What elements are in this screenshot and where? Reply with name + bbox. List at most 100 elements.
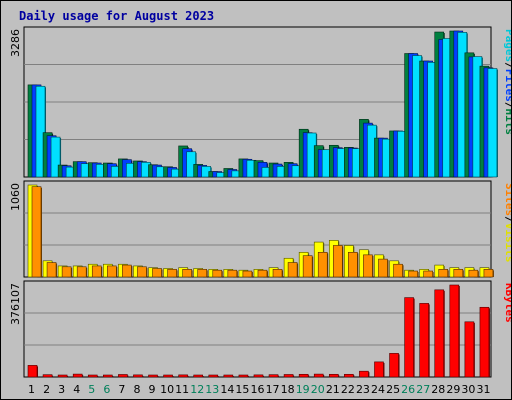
bar-kbytes-day-27 — [419, 303, 429, 378]
bar-sites-day-23 — [363, 254, 373, 278]
x-tick-label-day-28: 28 — [431, 383, 445, 396]
bar-sites-day-27 — [423, 270, 433, 278]
x-tick-label-day-6: 6 — [103, 383, 110, 396]
x-tick-label-day-26: 26 — [401, 383, 415, 396]
x-tick-label-day-4: 4 — [73, 383, 80, 396]
panel-frame-sites-visits — [23, 180, 492, 278]
x-tick-label-day-17: 17 — [266, 383, 280, 396]
x-tick-label-day-23: 23 — [356, 383, 370, 396]
x-tick-label-day-2: 2 — [43, 383, 50, 396]
bar-sites-day-11 — [182, 269, 192, 278]
side-legend-pages-files-hits: Pages/Files/Hits — [503, 29, 511, 135]
bar-sites-day-1 — [31, 186, 42, 278]
y-axis-max-label-sites-visits: 1060 — [9, 183, 22, 211]
bar-kbytes-day-28 — [434, 289, 445, 378]
x-tick-label-day-1: 1 — [28, 383, 35, 396]
y-axis-max-label-kbytes: 376107 — [9, 283, 22, 325]
bar-sites-day-30 — [468, 269, 479, 278]
bar-kbytes-day-21 — [328, 373, 339, 378]
bar-kbytes-day-30 — [464, 321, 475, 378]
bar-pages-day-2 — [50, 136, 61, 178]
bar-sites-day-12 — [197, 269, 208, 278]
x-tick-label-day-27: 27 — [416, 383, 430, 396]
x-tick-label-day-19: 19 — [296, 383, 310, 396]
bar-kbytes-day-25 — [389, 353, 399, 378]
bar-kbytes-day-23 — [359, 370, 369, 378]
bar-kbytes-day-13 — [208, 374, 219, 378]
bar-sites-day-8 — [137, 266, 147, 278]
bar-sites-day-26 — [408, 270, 418, 278]
bar-kbytes-day-26 — [404, 297, 414, 378]
x-tick-label-day-30: 30 — [461, 383, 475, 396]
bar-kbytes-day-3 — [57, 374, 68, 378]
bar-sites-day-17 — [272, 269, 283, 278]
x-tick-label-day-3: 3 — [58, 383, 65, 396]
legend-sites: Sites — [503, 183, 511, 216]
legend-files: Files — [503, 69, 511, 102]
bar-kbytes-day-14 — [223, 374, 234, 378]
bar-sites-day-21 — [332, 245, 343, 278]
x-tick-label-day-16: 16 — [251, 383, 265, 396]
x-tick-label-day-21: 21 — [326, 383, 340, 396]
y-axis-max-label-pages-files-hits: 3286 — [9, 29, 22, 57]
bar-kbytes-day-2 — [42, 374, 53, 378]
legend-pages: Pages — [503, 29, 511, 62]
side-legend-kbytes: KBytes — [503, 283, 511, 323]
bar-sites-day-7 — [122, 264, 132, 278]
x-tick-label-day-15: 15 — [235, 383, 249, 396]
bar-sites-day-2 — [46, 262, 57, 278]
legend-slash: / — [503, 62, 511, 69]
x-tick-label-day-14: 14 — [220, 383, 234, 396]
bar-sites-day-5 — [91, 265, 102, 278]
bar-kbytes-day-4 — [72, 373, 83, 378]
x-tick-label-day-31: 31 — [476, 383, 490, 396]
bar-sites-day-10 — [167, 269, 177, 278]
x-tick-label-day-29: 29 — [446, 383, 460, 396]
bar-sites-day-9 — [152, 268, 162, 278]
x-tick-label-day-11: 11 — [175, 383, 189, 396]
legend-kbytes: KBytes — [503, 283, 511, 323]
bar-kbytes-day-29 — [449, 284, 460, 378]
bar-sites-day-28 — [438, 269, 449, 278]
x-tick-label-day-5: 5 — [88, 383, 95, 396]
bar-sites-day-20 — [317, 251, 328, 278]
x-tick-label-day-10: 10 — [160, 383, 174, 396]
bar-kbytes-day-5 — [87, 374, 98, 378]
chart-title: Daily usage for August 2023 — [19, 9, 214, 23]
bar-kbytes-day-19 — [298, 373, 309, 378]
x-tick-label-day-7: 7 — [118, 383, 125, 396]
x-tick-label-day-13: 13 — [205, 383, 219, 396]
bar-kbytes-day-6 — [103, 374, 113, 378]
x-tick-label-day-24: 24 — [371, 383, 385, 396]
x-tick-label-day-8: 8 — [133, 383, 140, 396]
bar-sites-day-29 — [453, 269, 464, 278]
bar-kbytes-day-8 — [133, 374, 143, 378]
x-tick-label-day-18: 18 — [281, 383, 295, 396]
bar-sites-day-16 — [257, 269, 268, 278]
bar-kbytes-day-1 — [27, 365, 38, 378]
bar-sites-day-19 — [302, 255, 313, 278]
bar-sites-day-3 — [61, 266, 72, 278]
bar-kbytes-day-11 — [178, 374, 188, 378]
x-tick-label-day-22: 22 — [341, 383, 355, 396]
bar-pages-day-1 — [35, 85, 46, 178]
bar-kbytes-day-17 — [268, 374, 279, 378]
bar-kbytes-day-15 — [238, 374, 249, 378]
legend-visits: Visits — [503, 223, 511, 263]
bar-sites-day-18 — [287, 262, 298, 278]
legend-slash: / — [503, 102, 511, 109]
bar-sites-day-6 — [107, 265, 117, 278]
bar-kbytes-day-31 — [479, 306, 490, 378]
bar-kbytes-day-20 — [313, 373, 324, 378]
bar-sites-day-31 — [483, 269, 494, 278]
bar-sites-day-15 — [242, 270, 253, 278]
x-tick-label-day-9: 9 — [149, 383, 156, 396]
bar-sites-day-24 — [378, 258, 388, 278]
legend-slash: / — [503, 216, 511, 223]
bar-sites-day-4 — [76, 266, 87, 278]
bar-sites-day-25 — [393, 263, 403, 278]
legend-hits: Hits — [503, 109, 511, 136]
bar-kbytes-day-16 — [253, 374, 264, 378]
